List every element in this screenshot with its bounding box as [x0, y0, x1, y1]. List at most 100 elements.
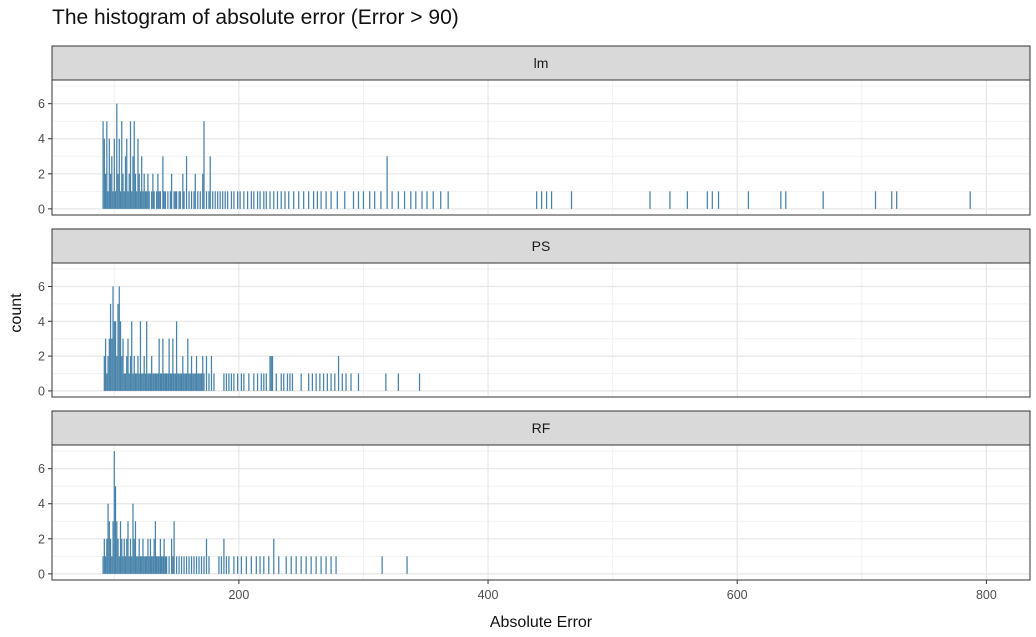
histogram-bar — [185, 373, 188, 391]
histogram-bar — [284, 191, 286, 209]
histogram-bar — [222, 191, 224, 209]
histogram-bar — [213, 373, 215, 391]
histogram-bar — [104, 556, 107, 574]
histogram-bar — [154, 521, 157, 574]
histogram-bar — [139, 556, 142, 574]
histogram-bar — [276, 191, 279, 209]
histogram-bar — [286, 373, 289, 391]
histogram-bar — [418, 373, 421, 391]
histogram-bar — [131, 321, 133, 391]
histogram-bar — [203, 556, 205, 574]
histogram-bar — [154, 373, 157, 391]
histogram-bar — [112, 286, 114, 391]
histogram-bar — [109, 303, 112, 391]
histogram-bar — [545, 191, 548, 209]
histogram-bar — [350, 373, 352, 391]
histogram-bar — [195, 556, 198, 574]
histogram-bar — [136, 373, 138, 391]
histogram-bar — [159, 191, 162, 209]
histogram-bar — [146, 191, 148, 209]
histogram-bar — [747, 191, 750, 209]
histogram-bar — [239, 191, 241, 209]
histogram-bar — [109, 173, 112, 209]
histogram-bar — [144, 373, 147, 391]
histogram-bar — [107, 356, 109, 391]
histogram-bar — [123, 538, 125, 574]
histogram-bar — [669, 191, 671, 209]
histogram-bar — [143, 556, 145, 574]
histogram-bar — [315, 556, 317, 574]
histogram-bar — [117, 538, 119, 574]
histogram-bar — [326, 373, 328, 391]
histogram-bar — [362, 191, 365, 209]
histogram-bar — [122, 338, 124, 391]
histogram-bar — [320, 556, 322, 574]
histogram-bar — [330, 556, 332, 574]
histogram-bar — [273, 191, 275, 209]
histogram-bar — [151, 191, 153, 209]
histogram-bar — [119, 191, 122, 209]
histogram-bar — [253, 191, 255, 209]
histogram-bar — [148, 191, 150, 209]
histogram-bar — [198, 373, 200, 391]
y-tick-label: 2 — [38, 532, 45, 546]
histogram-bar — [152, 556, 154, 574]
histogram-bar — [148, 373, 150, 391]
x-tick-label: 200 — [228, 588, 249, 602]
histogram-bar — [126, 538, 128, 574]
histogram-bar — [260, 373, 262, 391]
facet-label-rf: RF — [532, 420, 551, 436]
facet-strip-rf — [51, 410, 1031, 446]
histogram-bar — [185, 156, 188, 209]
histogram-bar — [159, 538, 162, 574]
histogram-bar — [717, 191, 720, 209]
histogram-bar — [289, 373, 291, 391]
histogram-bar — [188, 191, 190, 209]
histogram-bar — [335, 556, 337, 574]
histogram-bar — [114, 486, 117, 574]
histogram-bar — [311, 373, 314, 391]
panel-border-rf — [51, 444, 1031, 581]
histogram-bar — [223, 538, 225, 574]
histogram-bar — [330, 373, 332, 391]
histogram-bar — [179, 191, 181, 209]
histogram-bar — [141, 556, 143, 574]
histogram-bar — [334, 373, 336, 391]
histogram-bar — [374, 191, 376, 209]
histogram-bar — [265, 191, 267, 209]
histogram-bar — [162, 556, 164, 574]
histogram-bar — [570, 191, 573, 209]
histogram-bar — [118, 286, 120, 391]
histogram-bar — [397, 191, 399, 209]
histogram-bar — [127, 521, 129, 574]
histogram-bar — [345, 373, 347, 391]
histogram-bar — [103, 138, 105, 209]
histogram-bar — [300, 556, 302, 574]
histogram-bar — [111, 338, 113, 391]
histogram-bar — [197, 373, 199, 391]
histogram-bar — [200, 373, 203, 391]
x-axis-label: Absolute Error — [490, 614, 593, 631]
histogram-bar — [141, 373, 143, 391]
histogram-bar — [112, 191, 114, 209]
histogram-bar — [158, 191, 160, 209]
histogram-bar — [227, 191, 229, 209]
histogram-bar — [119, 321, 122, 391]
histogram-bar — [133, 356, 135, 391]
histogram-bar — [153, 373, 155, 391]
histogram-bar — [132, 503, 134, 574]
histogram-bar — [269, 191, 271, 209]
histogram-bar — [111, 556, 113, 574]
histogram-bar — [406, 556, 408, 574]
histogram-bar — [147, 173, 149, 209]
histogram-bar — [198, 556, 200, 574]
histogram-bar — [148, 556, 150, 574]
histogram-bar — [128, 556, 130, 574]
histogram-bar — [285, 556, 287, 574]
histogram-bar — [132, 156, 134, 209]
histogram-bar — [152, 173, 154, 209]
histogram-bar — [139, 321, 142, 391]
histogram-bar — [170, 173, 173, 209]
histogram-bar — [271, 356, 274, 391]
panel-border-lm — [51, 79, 1031, 216]
